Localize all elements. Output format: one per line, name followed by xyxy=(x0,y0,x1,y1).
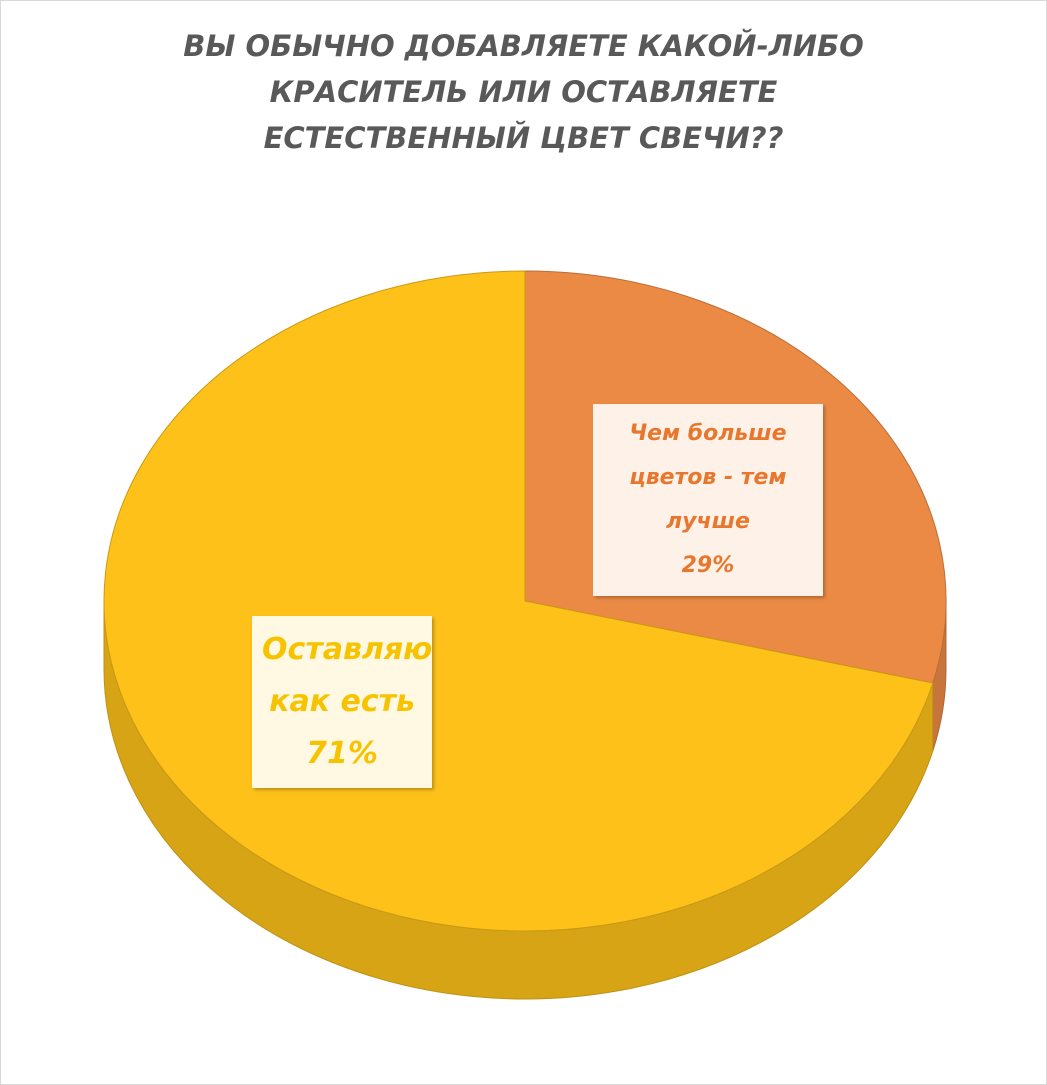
data-label-value: 29% xyxy=(681,552,735,578)
data-label: Чем больше цветов - тем лучше 29% xyxy=(592,403,823,596)
data-label-value: 71% xyxy=(306,736,378,772)
data-label-name: Чем больше цветов - тем лучше xyxy=(629,420,787,534)
data-label: Оставляю как есть 71% xyxy=(252,616,433,789)
data-label-name: Оставляю как есть xyxy=(262,632,433,720)
chart-title: ВЫ ОБЫЧНО ДОБАВЛЯЕТЕ КАКОЙ-ЛИБО КРАСИТЕЛ… xyxy=(183,29,864,155)
